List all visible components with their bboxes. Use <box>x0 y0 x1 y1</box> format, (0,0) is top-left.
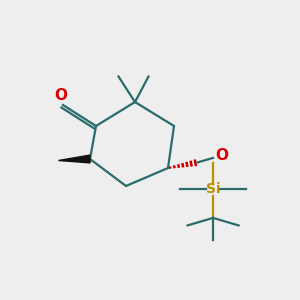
Text: Si: Si <box>206 182 220 197</box>
Text: O: O <box>54 88 67 103</box>
Polygon shape <box>58 155 90 163</box>
Text: O: O <box>215 148 229 163</box>
